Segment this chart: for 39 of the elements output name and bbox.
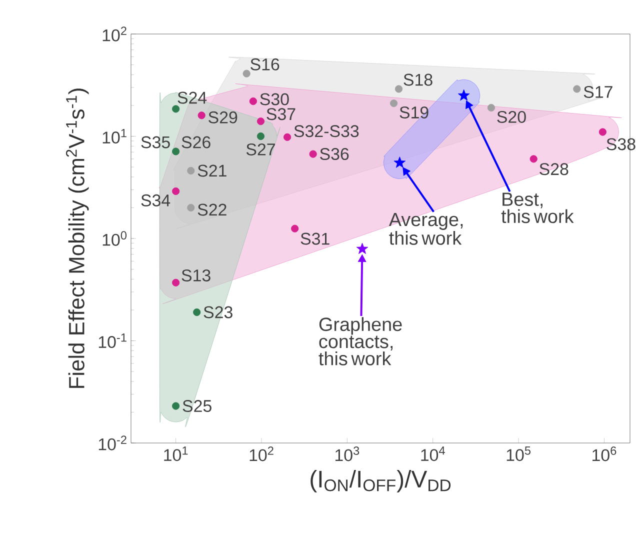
annotation: S34 — [141, 194, 170, 206]
annotation: S20 — [497, 110, 526, 123]
annotation: S32-S33 — [294, 125, 359, 138]
annotation: S37 — [266, 108, 296, 120]
annotation: S17 — [584, 86, 612, 98]
annotation: S24 — [178, 92, 207, 104]
annotation: S28 — [540, 163, 568, 176]
x-tick-label: 10$^{1}$ — [164, 446, 188, 462]
annotation: S16 — [250, 58, 280, 70]
annotation: Best, this work — [501, 192, 574, 224]
annotation: S13 — [182, 269, 210, 282]
annotation: S23 — [204, 306, 232, 318]
annotation: S29 — [208, 111, 238, 124]
y-tick-label: 10$^{1}$ — [102, 128, 126, 144]
annotation: S35 — [141, 136, 170, 148]
x-tick-label: 10$^{3}$ — [336, 446, 360, 462]
y-tick-label: 10$^{0}$ — [102, 231, 127, 246]
x-tick-label: 10$^{5}$ — [506, 446, 530, 462]
annotation: Average, this work — [388, 213, 463, 245]
annotation: S18 — [404, 74, 432, 86]
annotation: S25 — [182, 400, 212, 412]
annotation: S30 — [260, 93, 289, 106]
y-axis-title: Field Effect Mobility (cm$^{2}$V$^{-1}$s$^{-1}$) — [66, 88, 89, 388]
y-tick-label: 10$^{-2}$ — [98, 436, 126, 450]
x-tick-label: 10$^{4}$ — [421, 446, 445, 462]
annotation: S38 — [606, 138, 636, 150]
annotation: S26 — [182, 136, 210, 148]
annotation: S19 — [400, 106, 428, 118]
annotation: S22 — [198, 204, 226, 216]
annotation: S21 — [198, 164, 226, 177]
x-tick-label: 10$^{2}$ — [250, 446, 274, 462]
y-tick-label: 10$^{-1}$ — [98, 333, 126, 348]
x-axis-title: (I$_{ON}$/I$_{OFF}$)/V$_{DD}$ — [310, 470, 451, 492]
annotation: S31 — [300, 232, 330, 245]
annotation: S27 — [246, 143, 275, 156]
annotation: S36 — [320, 148, 349, 160]
annotation: Graphene contacts, this work — [318, 317, 402, 366]
y-tick-label: 10$^{2}$ — [102, 26, 126, 42]
x-tick-label: 10$^{6}$ — [592, 446, 616, 462]
